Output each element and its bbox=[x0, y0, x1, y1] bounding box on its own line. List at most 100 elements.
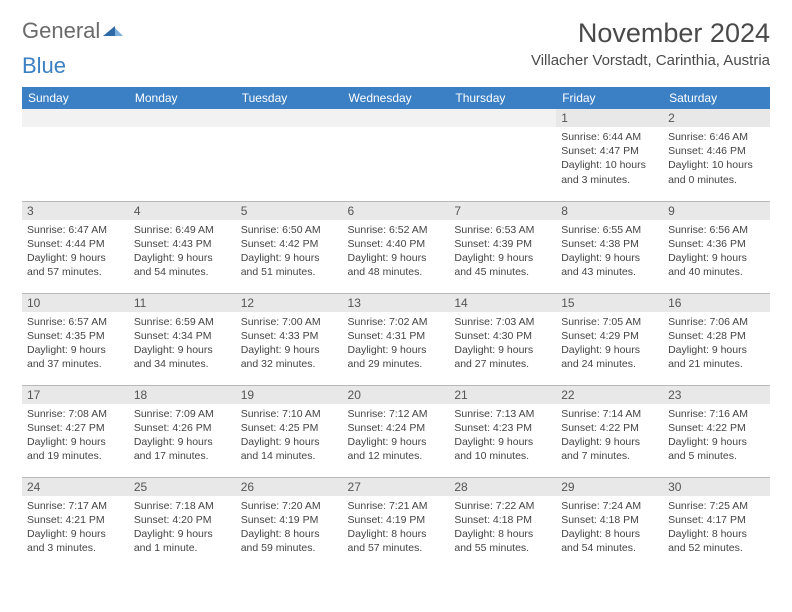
sunrise-text: Sunrise: 7:13 AM bbox=[454, 407, 551, 421]
sunrise-text: Sunrise: 7:06 AM bbox=[668, 315, 765, 329]
daylight-text: Daylight: 9 hours and 37 minutes. bbox=[27, 343, 124, 371]
calendar-day-cell bbox=[343, 109, 450, 201]
sunset-text: Sunset: 4:28 PM bbox=[668, 329, 765, 343]
daylight-text: Daylight: 9 hours and 57 minutes. bbox=[27, 251, 124, 279]
sunset-text: Sunset: 4:38 PM bbox=[561, 237, 658, 251]
day-number: 4 bbox=[129, 202, 236, 220]
calendar-day-cell bbox=[129, 109, 236, 201]
sunrise-text: Sunrise: 7:21 AM bbox=[348, 499, 445, 513]
sunrise-text: Sunrise: 7:20 AM bbox=[241, 499, 338, 513]
day-number: 16 bbox=[663, 294, 770, 312]
day-number: 15 bbox=[556, 294, 663, 312]
day-details: Sunrise: 7:08 AMSunset: 4:27 PMDaylight:… bbox=[22, 404, 129, 467]
sunset-text: Sunset: 4:19 PM bbox=[241, 513, 338, 527]
sunset-text: Sunset: 4:29 PM bbox=[561, 329, 658, 343]
daylight-text: Daylight: 9 hours and 54 minutes. bbox=[134, 251, 231, 279]
day-number: 30 bbox=[663, 478, 770, 496]
calendar-day-cell: 25Sunrise: 7:18 AMSunset: 4:20 PMDayligh… bbox=[129, 477, 236, 569]
day-header: Friday bbox=[556, 87, 663, 109]
calendar-week-row: 17Sunrise: 7:08 AMSunset: 4:27 PMDayligh… bbox=[22, 385, 770, 477]
sunrise-text: Sunrise: 7:00 AM bbox=[241, 315, 338, 329]
day-details: Sunrise: 7:20 AMSunset: 4:19 PMDaylight:… bbox=[236, 496, 343, 559]
sunset-text: Sunset: 4:24 PM bbox=[348, 421, 445, 435]
calendar-day-cell: 2Sunrise: 6:46 AMSunset: 4:46 PMDaylight… bbox=[663, 109, 770, 201]
calendar-day-cell bbox=[22, 109, 129, 201]
sunset-text: Sunset: 4:20 PM bbox=[134, 513, 231, 527]
day-number: 17 bbox=[22, 386, 129, 404]
sunrise-text: Sunrise: 6:53 AM bbox=[454, 223, 551, 237]
day-details: Sunrise: 6:44 AMSunset: 4:47 PMDaylight:… bbox=[556, 127, 663, 190]
day-details: Sunrise: 7:13 AMSunset: 4:23 PMDaylight:… bbox=[449, 404, 556, 467]
day-number: 6 bbox=[343, 202, 450, 220]
calendar-day-cell: 1Sunrise: 6:44 AMSunset: 4:47 PMDaylight… bbox=[556, 109, 663, 201]
calendar-day-cell: 20Sunrise: 7:12 AMSunset: 4:24 PMDayligh… bbox=[343, 385, 450, 477]
day-number-empty bbox=[236, 109, 343, 127]
daylight-text: Daylight: 9 hours and 10 minutes. bbox=[454, 435, 551, 463]
daylight-text: Daylight: 8 hours and 59 minutes. bbox=[241, 527, 338, 555]
day-number: 1 bbox=[556, 109, 663, 127]
sunrise-text: Sunrise: 7:25 AM bbox=[668, 499, 765, 513]
calendar-day-cell: 15Sunrise: 7:05 AMSunset: 4:29 PMDayligh… bbox=[556, 293, 663, 385]
calendar-day-cell: 3Sunrise: 6:47 AMSunset: 4:44 PMDaylight… bbox=[22, 201, 129, 293]
sunset-text: Sunset: 4:40 PM bbox=[348, 237, 445, 251]
calendar-day-cell: 28Sunrise: 7:22 AMSunset: 4:18 PMDayligh… bbox=[449, 477, 556, 569]
day-number: 28 bbox=[449, 478, 556, 496]
daylight-text: Daylight: 9 hours and 14 minutes. bbox=[241, 435, 338, 463]
sunrise-text: Sunrise: 6:49 AM bbox=[134, 223, 231, 237]
calendar-day-cell: 7Sunrise: 6:53 AMSunset: 4:39 PMDaylight… bbox=[449, 201, 556, 293]
day-number: 8 bbox=[556, 202, 663, 220]
day-details: Sunrise: 7:21 AMSunset: 4:19 PMDaylight:… bbox=[343, 496, 450, 559]
sunset-text: Sunset: 4:22 PM bbox=[561, 421, 658, 435]
calendar-day-cell: 27Sunrise: 7:21 AMSunset: 4:19 PMDayligh… bbox=[343, 477, 450, 569]
day-details: Sunrise: 7:00 AMSunset: 4:33 PMDaylight:… bbox=[236, 312, 343, 375]
day-number: 21 bbox=[449, 386, 556, 404]
sunrise-text: Sunrise: 7:10 AM bbox=[241, 407, 338, 421]
day-number: 14 bbox=[449, 294, 556, 312]
day-details: Sunrise: 7:16 AMSunset: 4:22 PMDaylight:… bbox=[663, 404, 770, 467]
day-details: Sunrise: 6:50 AMSunset: 4:42 PMDaylight:… bbox=[236, 220, 343, 283]
day-details: Sunrise: 6:49 AMSunset: 4:43 PMDaylight:… bbox=[129, 220, 236, 283]
sunset-text: Sunset: 4:36 PM bbox=[668, 237, 765, 251]
daylight-text: Daylight: 8 hours and 57 minutes. bbox=[348, 527, 445, 555]
day-details: Sunrise: 7:03 AMSunset: 4:30 PMDaylight:… bbox=[449, 312, 556, 375]
day-details: Sunrise: 7:10 AMSunset: 4:25 PMDaylight:… bbox=[236, 404, 343, 467]
calendar-day-cell: 8Sunrise: 6:55 AMSunset: 4:38 PMDaylight… bbox=[556, 201, 663, 293]
daylight-text: Daylight: 9 hours and 21 minutes. bbox=[668, 343, 765, 371]
day-details: Sunrise: 7:09 AMSunset: 4:26 PMDaylight:… bbox=[129, 404, 236, 467]
sunrise-text: Sunrise: 7:17 AM bbox=[27, 499, 124, 513]
day-details: Sunrise: 6:56 AMSunset: 4:36 PMDaylight:… bbox=[663, 220, 770, 283]
calendar-day-cell: 23Sunrise: 7:16 AMSunset: 4:22 PMDayligh… bbox=[663, 385, 770, 477]
day-number: 11 bbox=[129, 294, 236, 312]
day-details: Sunrise: 7:25 AMSunset: 4:17 PMDaylight:… bbox=[663, 496, 770, 559]
day-number-empty bbox=[129, 109, 236, 127]
logo-word-1: General bbox=[22, 18, 100, 44]
sunrise-text: Sunrise: 7:02 AM bbox=[348, 315, 445, 329]
daylight-text: Daylight: 9 hours and 5 minutes. bbox=[668, 435, 765, 463]
calendar-day-cell: 9Sunrise: 6:56 AMSunset: 4:36 PMDaylight… bbox=[663, 201, 770, 293]
calendar-day-cell: 14Sunrise: 7:03 AMSunset: 4:30 PMDayligh… bbox=[449, 293, 556, 385]
day-number-empty bbox=[449, 109, 556, 127]
calendar-week-row: 3Sunrise: 6:47 AMSunset: 4:44 PMDaylight… bbox=[22, 201, 770, 293]
day-details: Sunrise: 6:57 AMSunset: 4:35 PMDaylight:… bbox=[22, 312, 129, 375]
daylight-text: Daylight: 9 hours and 40 minutes. bbox=[668, 251, 765, 279]
sunset-text: Sunset: 4:18 PM bbox=[454, 513, 551, 527]
sunrise-text: Sunrise: 7:16 AM bbox=[668, 407, 765, 421]
day-number-empty bbox=[22, 109, 129, 127]
calendar-week-row: 1Sunrise: 6:44 AMSunset: 4:47 PMDaylight… bbox=[22, 109, 770, 201]
day-number: 10 bbox=[22, 294, 129, 312]
daylight-text: Daylight: 9 hours and 45 minutes. bbox=[454, 251, 551, 279]
sunset-text: Sunset: 4:25 PM bbox=[241, 421, 338, 435]
day-details: Sunrise: 7:22 AMSunset: 4:18 PMDaylight:… bbox=[449, 496, 556, 559]
sunrise-text: Sunrise: 6:52 AM bbox=[348, 223, 445, 237]
day-header: Tuesday bbox=[236, 87, 343, 109]
day-details: Sunrise: 7:12 AMSunset: 4:24 PMDaylight:… bbox=[343, 404, 450, 467]
calendar-header-row: SundayMondayTuesdayWednesdayThursdayFrid… bbox=[22, 87, 770, 109]
month-title: November 2024 bbox=[531, 18, 770, 49]
sunset-text: Sunset: 4:30 PM bbox=[454, 329, 551, 343]
day-number: 7 bbox=[449, 202, 556, 220]
calendar-day-cell: 21Sunrise: 7:13 AMSunset: 4:23 PMDayligh… bbox=[449, 385, 556, 477]
daylight-text: Daylight: 9 hours and 3 minutes. bbox=[27, 527, 124, 555]
calendar-day-cell: 19Sunrise: 7:10 AMSunset: 4:25 PMDayligh… bbox=[236, 385, 343, 477]
sunrise-text: Sunrise: 7:05 AM bbox=[561, 315, 658, 329]
day-number: 23 bbox=[663, 386, 770, 404]
